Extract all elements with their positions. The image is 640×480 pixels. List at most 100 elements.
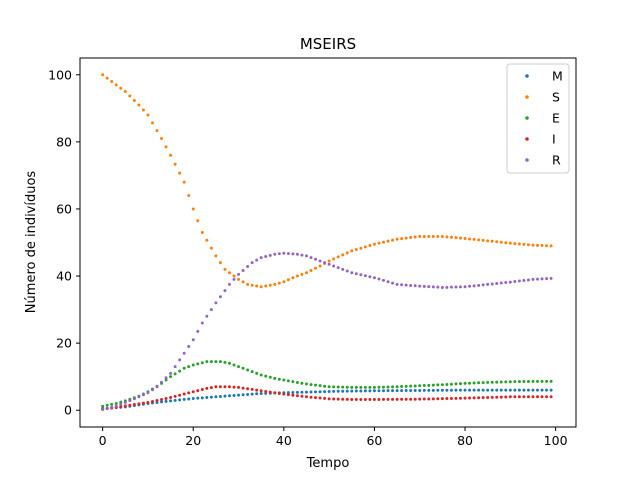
data-point xyxy=(504,281,508,285)
data-point xyxy=(463,381,467,385)
data-point xyxy=(155,129,159,133)
data-point xyxy=(449,235,453,239)
data-point xyxy=(101,73,105,77)
data-point xyxy=(223,360,227,364)
data-point xyxy=(268,375,272,379)
data-point xyxy=(495,388,499,392)
data-point xyxy=(490,395,494,399)
data-point xyxy=(286,393,290,397)
data-point xyxy=(255,392,259,396)
data-point xyxy=(422,234,426,238)
data-point xyxy=(323,261,327,265)
data-point xyxy=(160,137,164,141)
data-point xyxy=(545,388,549,392)
data-point xyxy=(241,366,245,370)
legend-label: S xyxy=(552,90,560,105)
data-point xyxy=(445,235,449,239)
data-point xyxy=(164,396,168,400)
data-point xyxy=(368,385,372,389)
data-point xyxy=(504,241,508,245)
data-point xyxy=(200,321,204,325)
data-point xyxy=(214,395,218,399)
data-point xyxy=(173,365,177,369)
data-point xyxy=(295,274,299,278)
data-point xyxy=(182,366,186,370)
data-point xyxy=(264,389,268,393)
data-point xyxy=(286,278,290,282)
data-point xyxy=(368,244,372,248)
y-axis-ticks: 0 20 40 60 80 100 xyxy=(48,67,80,418)
data-point xyxy=(422,384,426,388)
data-point xyxy=(214,385,218,389)
data-point xyxy=(132,403,136,407)
data-point xyxy=(169,371,173,375)
data-point xyxy=(504,395,508,399)
data-point xyxy=(332,264,336,268)
data-point xyxy=(205,360,209,364)
data-point xyxy=(178,358,182,362)
data-point xyxy=(295,380,299,384)
data-point xyxy=(178,398,182,402)
data-point xyxy=(223,394,227,398)
data-point xyxy=(300,253,304,257)
data-point xyxy=(160,400,164,404)
data-point xyxy=(395,282,399,286)
data-point xyxy=(300,394,304,398)
data-point xyxy=(309,390,313,394)
data-point xyxy=(259,373,263,377)
data-point xyxy=(259,389,263,393)
x-tick-label: 60 xyxy=(366,433,382,448)
legend-label: M xyxy=(552,69,563,84)
data-point xyxy=(468,284,472,288)
data-point xyxy=(141,108,145,112)
data-point xyxy=(205,386,209,390)
data-point xyxy=(119,86,123,90)
legend: MSEIR xyxy=(506,63,570,174)
data-point xyxy=(477,388,481,392)
data-point xyxy=(404,283,408,287)
data-point xyxy=(173,394,177,398)
data-point xyxy=(187,397,191,401)
data-point xyxy=(504,380,508,384)
data-point xyxy=(531,395,535,399)
data-point xyxy=(327,385,331,389)
data-point xyxy=(345,269,349,273)
data-point xyxy=(377,397,381,401)
data-point xyxy=(110,402,114,406)
data-point xyxy=(128,403,132,407)
data-point xyxy=(409,384,413,388)
data-point xyxy=(354,272,358,276)
data-point xyxy=(540,244,544,248)
legend-marker xyxy=(525,116,529,120)
data-point xyxy=(472,381,476,385)
data-point xyxy=(209,308,213,312)
data-point xyxy=(110,405,114,409)
data-point xyxy=(359,273,363,277)
data-point xyxy=(495,281,499,285)
data-point xyxy=(327,262,331,266)
data-point xyxy=(291,380,295,384)
data-point xyxy=(431,397,435,401)
data-point xyxy=(359,397,363,401)
data-point xyxy=(119,405,123,409)
data-point xyxy=(119,400,123,404)
data-point xyxy=(309,395,313,399)
data-point xyxy=(536,379,539,383)
data-point xyxy=(146,113,150,117)
data-point xyxy=(445,397,449,401)
data-point xyxy=(449,388,453,392)
data-point xyxy=(504,388,508,392)
y-tick-label: 0 xyxy=(64,403,72,418)
data-point xyxy=(431,383,435,387)
data-point xyxy=(481,283,485,287)
data-point xyxy=(191,338,195,342)
data-point xyxy=(200,388,204,392)
data-point xyxy=(454,236,458,240)
data-point xyxy=(345,251,349,255)
data-point xyxy=(545,379,549,383)
data-point xyxy=(400,397,404,401)
data-point xyxy=(137,395,141,399)
data-point xyxy=(499,380,503,384)
data-point xyxy=(354,385,358,389)
data-point xyxy=(105,76,109,80)
